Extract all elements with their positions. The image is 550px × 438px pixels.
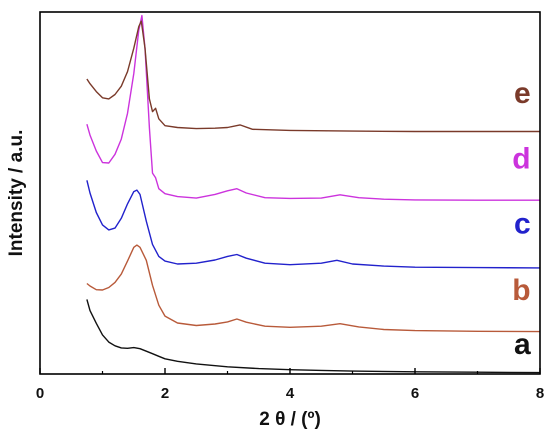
series-d-label: d <box>512 142 530 175</box>
series-b-line <box>86 244 541 333</box>
series-e-line <box>86 20 540 133</box>
x-axis-label: 2 θ / (º) <box>259 409 321 430</box>
series-d-line <box>86 14 540 201</box>
y-axis-label: Intensity / a.u. <box>6 130 27 257</box>
x-tick-label: 8 <box>536 385 544 402</box>
series-a-label: a <box>514 328 531 361</box>
x-tick-label: 4 <box>286 385 295 402</box>
series-b-label: b <box>512 274 530 307</box>
x-tick-label: 0 <box>36 385 44 402</box>
series-c-line <box>86 180 541 269</box>
series-a-line <box>86 299 541 374</box>
plot-frame <box>39 11 541 375</box>
x-axis-ticks: 0 2 4 6 8 <box>36 368 544 402</box>
series-layer <box>86 14 541 374</box>
series-c-label: c <box>514 208 531 241</box>
x-tick-label: 2 <box>161 385 169 402</box>
x-tick-label: 6 <box>411 385 419 402</box>
series-e-label: e <box>514 77 531 110</box>
